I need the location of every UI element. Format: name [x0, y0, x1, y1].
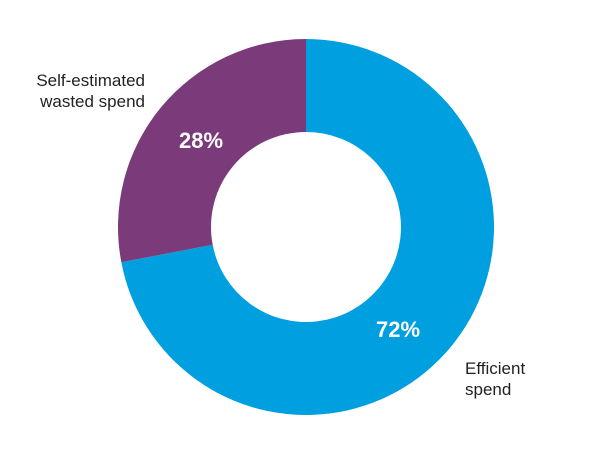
- slice-category-label-line: Efficient: [465, 359, 525, 378]
- slice-category-label: Self-estimated wasted spend: [36, 71, 145, 111]
- donut-slices: [117, 39, 495, 415]
- category-labels: Efficient spend Self-estimated wasted spend: [36, 71, 525, 399]
- slice-category-label-line: Self-estimated: [36, 71, 145, 90]
- slice-category-label-line: spend: [465, 380, 511, 399]
- slice-value-label: 28%: [179, 128, 223, 153]
- donut-slice-efficient: [121, 39, 495, 415]
- donut-slice-wasted: [117, 39, 306, 263]
- slice-value-labels: 72% 28%: [179, 128, 420, 342]
- slice-category-label-line: wasted spend: [39, 92, 145, 111]
- slice-value-label: 72%: [376, 317, 420, 342]
- slice-category-label: Efficient spend: [465, 359, 525, 399]
